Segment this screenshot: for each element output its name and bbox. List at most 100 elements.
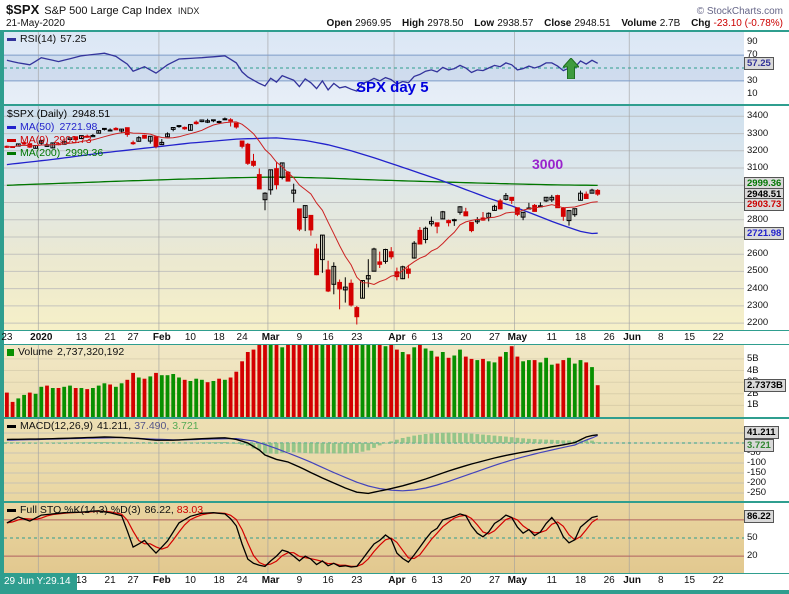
rsi-line	[6, 52, 599, 92]
macd-line-swatch-icon	[7, 424, 16, 428]
date-tick-label: May	[507, 332, 528, 343]
axis-corner	[744, 331, 789, 344]
rsi-chart[interactable]	[4, 32, 744, 104]
volume-plot-area[interactable]: Volume 2,737,320,192	[4, 345, 744, 417]
date-tick-label: 21	[104, 332, 116, 343]
axis-tick-label: 5B	[747, 352, 759, 364]
axis-tick-label: 2200	[747, 317, 769, 329]
date-tick-label: 22	[712, 575, 724, 586]
date-tick-label: 13	[431, 332, 443, 343]
price-panel: $SPX (Daily) 2948.51 MA(50) 2721.98 MA(9) 2…	[0, 106, 789, 330]
axis-tick-label: 10	[747, 87, 758, 99]
left-frame-border	[0, 32, 4, 104]
date-tick-label: 11	[546, 575, 557, 586]
price-axis: 3400330032003100280027002600250024002300…	[744, 106, 789, 330]
rsi-plot-area[interactable]: RSI(14) 57.25 SPX day 5	[4, 32, 744, 104]
axis-tick-label: 3300	[747, 127, 769, 139]
macd-hist-value: 3.721	[172, 420, 199, 432]
date-tick-label: 18	[574, 332, 587, 343]
chart-header: $SPX S&P 500 Large Cap Index INDX © Stoc…	[0, 0, 789, 30]
date-tick-label: Feb	[152, 332, 171, 343]
chg-value: -23.10 (-0.78%)	[713, 18, 783, 29]
axis-tick-label: 70	[747, 49, 758, 61]
bottom-frame-border	[0, 590, 789, 594]
axis-tick-label: 20	[747, 550, 758, 562]
date-tick-label: 26	[603, 575, 615, 586]
left-frame-border	[0, 106, 4, 330]
axis-tick-label: -250	[747, 487, 767, 498]
date-tick-label: 22	[712, 332, 724, 343]
axis-current-value-box: 2903.73	[744, 197, 785, 211]
sto-indicator-name: Full STO %K(14,3) %D(3)	[20, 504, 141, 516]
axis-current-value-box: 3.721	[744, 439, 774, 453]
axis-current-value-box: 41.211	[744, 425, 779, 439]
volume-chart[interactable]	[4, 345, 744, 417]
stochastic-chart[interactable]	[4, 503, 744, 573]
sto-k-value: 86.22,	[144, 504, 174, 516]
rsi-indicator-name: RSI(14)	[20, 33, 57, 45]
date-tick-label: Feb	[152, 575, 171, 586]
price-chart[interactable]	[4, 106, 744, 330]
volume-value: 2.7B	[659, 18, 681, 29]
close-label: Close	[544, 18, 572, 29]
volume-label: Volume	[621, 18, 657, 29]
date-tick-label: 27	[488, 575, 501, 586]
axis-tick-label: 4B	[747, 364, 759, 376]
legend-ma9: MA(9) 2903.73	[7, 134, 110, 147]
macd-label: MACD(12,26,9) 41.211, 37.490, 3.721	[7, 420, 199, 432]
date-tick-label: 18	[213, 575, 225, 586]
date-tick-label: 18	[574, 575, 587, 586]
panel-separator	[0, 501, 789, 503]
date-tick-label: 23	[351, 575, 363, 586]
volume-total-value: 2,737,320,192	[57, 346, 125, 358]
left-frame-border	[0, 503, 4, 573]
stockcharts-credit[interactable]: © StockCharts.com	[696, 6, 783, 17]
axis-current-value-box: 2721.98	[744, 227, 785, 241]
ma200-line	[6, 176, 598, 187]
axis-tick-label: 2800	[747, 213, 769, 225]
date-tick-label: 24	[236, 575, 248, 586]
date-tick-label: 9	[296, 332, 303, 343]
axis-tick-label: 30	[747, 74, 758, 86]
volume-axis: 5B4B3B2B1B2.7373B	[744, 345, 789, 417]
ma9-line	[6, 121, 598, 286]
rsi-axis: 90 70 30 10 57.25	[744, 32, 789, 104]
exchange-code: INDX	[177, 6, 200, 16]
macd-signal-line	[6, 434, 598, 492]
axis-tick-label: 50	[747, 532, 758, 543]
axis-tick-label: -50	[747, 447, 761, 458]
date-tick-label: Apr	[388, 332, 406, 343]
low-label: Low	[474, 18, 495, 29]
date-tick-label: 26	[603, 332, 615, 343]
date-tick-label: 24	[236, 332, 248, 343]
volume-swatch-icon	[7, 348, 14, 356]
date-tick-label: 27	[127, 332, 139, 343]
date-tick-label: Jun	[623, 575, 641, 586]
macd-plot-area[interactable]: MACD(12,26,9) 41.211, 37.490, 3.721	[4, 419, 744, 501]
open-label: Open	[326, 18, 353, 29]
stochastic-plot-area[interactable]: Full STO %K(14,3) %D(3) 86.22, 83.03	[4, 503, 744, 573]
sto-k-line	[6, 510, 598, 568]
date-tick-label: 27	[127, 575, 139, 586]
rsi-value: 57.25	[60, 33, 87, 45]
date-tick-label: 13	[75, 332, 87, 343]
macd-chart[interactable]	[4, 419, 744, 501]
high-value: 2978.50	[427, 18, 464, 29]
axis-tick-label: -200	[747, 477, 767, 488]
sto-line-swatch-icon	[7, 508, 16, 512]
axis-tick-label: -100	[747, 457, 767, 468]
macd-value: 41.211,	[96, 420, 132, 432]
date-tick-label: 6	[411, 575, 417, 586]
axis-tick-label: 3100	[747, 162, 769, 173]
legend-ma200: MA(200) 2999.36	[7, 147, 110, 160]
date-axis-bottom: 13 21 27 Feb 10 18 24 Mar 9 16 23 Apr 6 13 20 27 May 11 18…	[0, 573, 789, 590]
date-tick-label: 27	[488, 332, 501, 343]
date-tick-label: 6	[411, 332, 417, 343]
rsi-annotation-text: SPX day 5	[356, 79, 429, 96]
date-tick-label: 10	[184, 332, 196, 343]
price-plot-area[interactable]: $SPX (Daily) 2948.51 MA(50) 2721.98 MA(9) 2…	[4, 106, 744, 330]
date-tick-label: Mar	[261, 332, 280, 343]
date-tick-label: 18	[213, 332, 225, 343]
sto-d-value: 83.03	[176, 504, 204, 516]
